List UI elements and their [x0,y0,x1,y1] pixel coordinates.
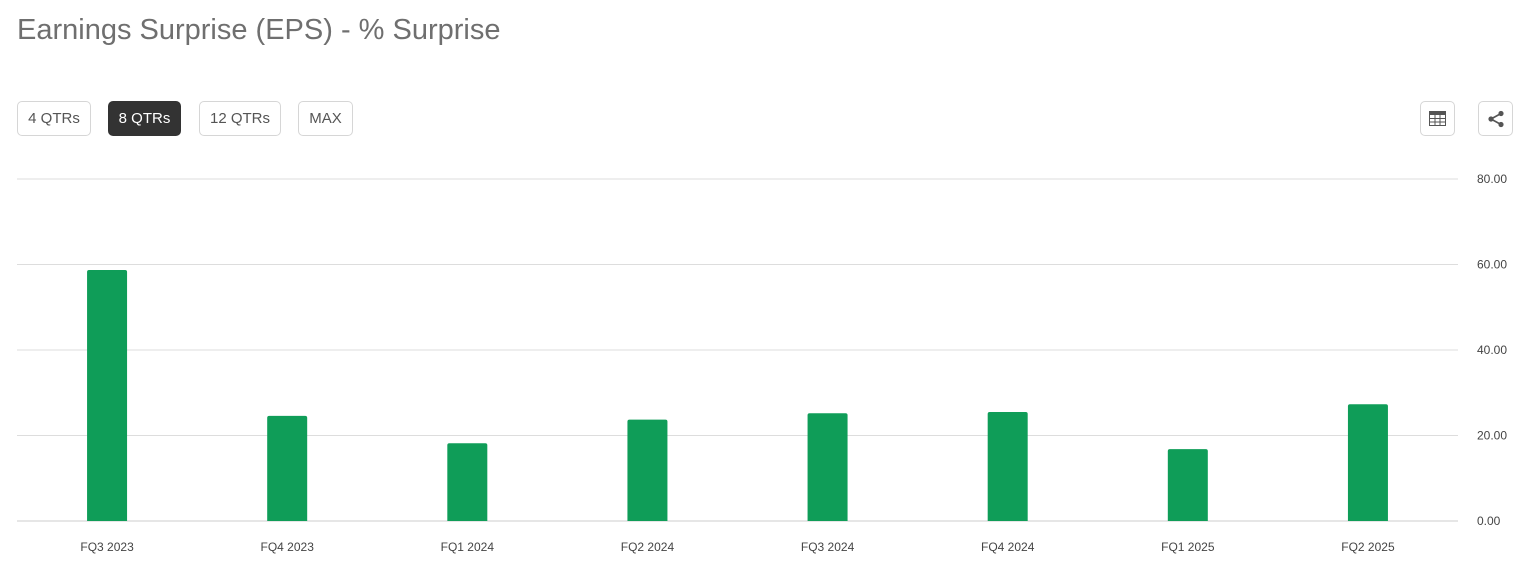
x-tick-label: FQ1 2025 [1161,540,1215,554]
x-tick-label: FQ3 2023 [80,540,134,554]
bar[interactable] [627,419,668,521]
table-icon [1429,111,1446,126]
x-tick-label: FQ4 2023 [261,540,315,554]
x-tick-label: FQ1 2024 [441,540,495,554]
share-button[interactable] [1478,101,1513,136]
bar[interactable] [447,443,488,521]
page-title: Earnings Surprise (EPS) - % Surprise [17,14,501,46]
bar[interactable] [1167,449,1208,521]
bar[interactable] [87,270,128,521]
grid-lines [17,178,1458,522]
tab-12-qtrs[interactable]: 12 QTRs [199,101,281,136]
x-tick-label: FQ3 2024 [801,540,855,554]
y-axis-labels: 0.00 20.00 40.00 60.00 80.00 [1477,172,1507,528]
y-tick-label: 80.00 [1477,172,1507,186]
bar[interactable] [1347,404,1388,521]
y-tick-label: 20.00 [1477,429,1507,443]
bars [87,270,1388,521]
tab-max[interactable]: MAX [298,101,353,136]
x-tick-label: FQ2 2025 [1341,540,1395,554]
table-view-button[interactable] [1420,101,1455,136]
y-tick-label: 40.00 [1477,343,1507,357]
x-tick-label: FQ4 2024 [981,540,1035,554]
tab-4-qtrs[interactable]: 4 QTRs [17,101,91,136]
x-tick-label: FQ2 2024 [621,540,675,554]
share-icon [1487,110,1504,127]
x-axis-labels: FQ3 2023 FQ4 2023 FQ1 2024 FQ2 2024 FQ3 2024… [80,540,1395,554]
bar[interactable] [987,411,1028,521]
bar[interactable] [807,413,848,521]
y-tick-label: 60.00 [1477,258,1507,272]
y-tick-label: 0.00 [1477,514,1501,528]
tab-8-qtrs[interactable]: 8 QTRs [108,101,181,136]
bar[interactable] [267,415,308,521]
